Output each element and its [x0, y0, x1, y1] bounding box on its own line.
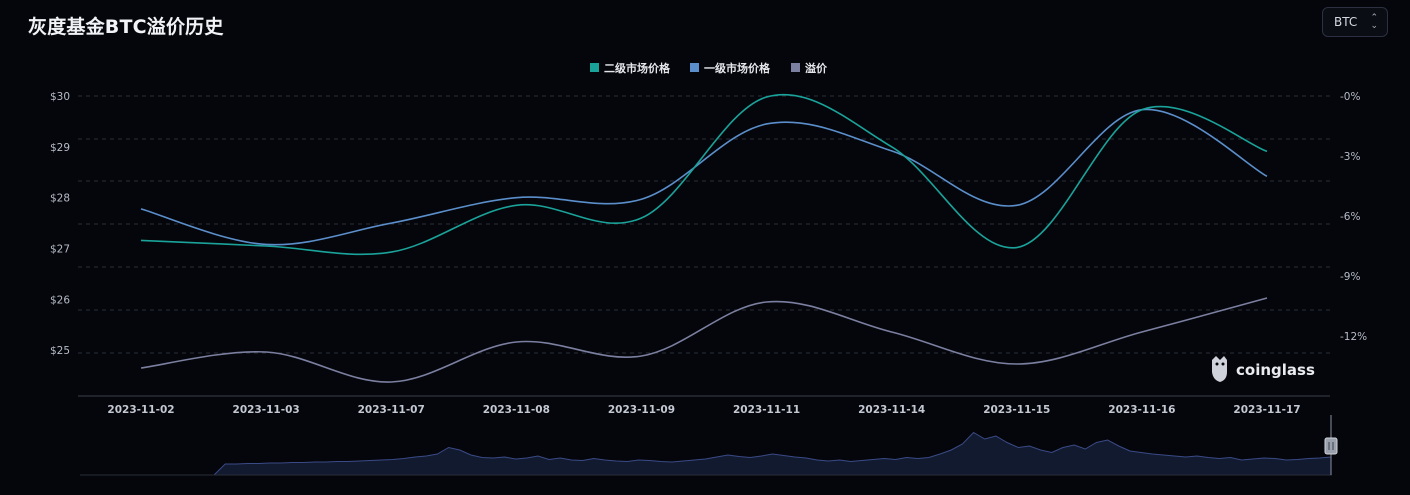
series-line-1[interactable]	[140, 93, 1268, 256]
y-left-tick-label: $26	[50, 294, 70, 306]
y-right-tick-label: -12%	[1340, 331, 1367, 343]
coin-selector[interactable]: BTC ⌃ ⌄	[1322, 7, 1388, 37]
y-right-tick-label: -6%	[1340, 211, 1360, 223]
chart-legend: 二级市场价格 一级市场价格 溢价	[590, 61, 828, 75]
y-left-tick-label: $25	[50, 345, 70, 357]
legend-swatch	[590, 63, 599, 72]
legend-label[interactable]: 溢价	[805, 61, 828, 75]
coinglass-logo-icon	[1212, 356, 1227, 382]
navigator-handle[interactable]	[1324, 437, 1338, 455]
chart-series	[140, 93, 1268, 383]
coin-selector-value: BTC	[1334, 15, 1358, 29]
x-tick-label: 2023-11-08	[483, 404, 550, 416]
x-tick-label: 2023-11-14	[858, 404, 925, 416]
watermark-text: coinglass	[1236, 361, 1315, 379]
range-navigator	[80, 415, 1338, 476]
legend-label[interactable]: 一级市场价格	[704, 61, 771, 75]
x-tick-label: 2023-11-09	[608, 404, 675, 416]
x-tick-label: 2023-11-07	[358, 404, 425, 416]
y-right-tick-label: -3%	[1340, 151, 1360, 163]
y-left-tick-label: $28	[50, 193, 70, 205]
coinglass-watermark: coinglass	[1212, 356, 1315, 382]
x-tick-label: 2023-11-03	[233, 404, 300, 416]
y-axis-left: $25 $26 $27 $28 $29 $30	[50, 91, 70, 357]
series-line-2[interactable]	[140, 108, 1268, 246]
x-tick-label: 2023-11-11	[733, 404, 800, 416]
legend-swatch	[791, 63, 800, 72]
legend-label[interactable]: 二级市场价格	[604, 61, 671, 75]
navigator-area	[80, 431, 1332, 476]
page-title: 灰度基金BTC溢价历史	[28, 16, 224, 38]
legend-swatch	[690, 63, 699, 72]
chevron-updown-icon: ⌃ ⌄	[1370, 13, 1378, 31]
y-right-tick-label: -0%	[1340, 91, 1360, 103]
y-left-tick-label: $29	[50, 142, 70, 154]
x-tick-label: 2023-11-16	[1108, 404, 1175, 416]
y-right-tick-label: -9%	[1340, 271, 1360, 283]
y-axis-right: -0% -3% -6% -9% -12%	[1340, 91, 1367, 343]
y-left-tick-label: $27	[50, 244, 70, 256]
x-axis: 2023-11-02 2023-11-03 2023-11-07 2023-11-08…	[107, 404, 1300, 416]
x-tick-label: 2023-11-17	[1233, 404, 1300, 416]
x-tick-label: 2023-11-02	[107, 404, 174, 416]
series-line-3[interactable]	[140, 297, 1268, 383]
y-left-tick-label: $30	[50, 91, 70, 103]
chart-grid	[78, 95, 1330, 397]
x-tick-label: 2023-11-15	[983, 404, 1050, 416]
